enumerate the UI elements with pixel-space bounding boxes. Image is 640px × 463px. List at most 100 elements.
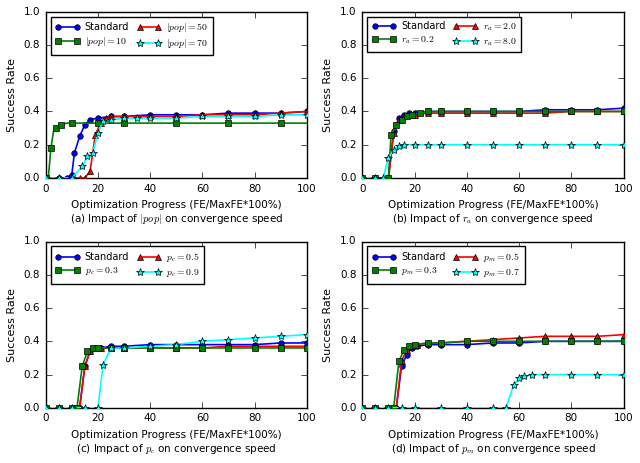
$|\mathit{pop}|=70$	[303, 112, 310, 118]
$p_m=0.3$	[437, 340, 445, 346]
Standard	[147, 342, 154, 347]
$p_c=0.3$	[198, 345, 206, 351]
$r_a=8.0$	[400, 142, 408, 148]
$p_m=0.3$	[620, 338, 627, 344]
$|\mathit{pop}|=50$	[102, 115, 109, 121]
$p_m=0.7$	[397, 405, 405, 411]
X-axis label: Optimization Progress (FE/MaxFE*100%)
(a) Impact of $|\mathit{pop}|$ on converge: Optimization Progress (FE/MaxFE*100%) (a…	[70, 200, 283, 226]
Standard	[120, 344, 128, 349]
$p_m=0.7$	[411, 405, 419, 411]
$p_m=0.7$	[437, 405, 445, 411]
$p_m=0.5$	[515, 335, 523, 341]
$p_c=0.9$	[147, 344, 154, 349]
$p_m=0.7$	[358, 405, 366, 411]
$p_m=0.5$	[392, 405, 400, 411]
Standard	[303, 340, 310, 346]
$|\mathit{pop}|=10$	[81, 120, 89, 126]
$p_m=0.3$	[593, 338, 601, 344]
$p_m=0.3$	[411, 342, 419, 347]
$p_c=0.3$	[277, 345, 285, 351]
$p_m=0.5$	[372, 405, 380, 411]
$p_m=0.7$	[520, 374, 528, 379]
$r_a=2.0$	[395, 117, 403, 123]
$|\mathit{pop}|=10$	[147, 120, 154, 126]
Standard	[372, 175, 380, 181]
$r_a=2.0$	[411, 112, 419, 118]
$p_c=0.9$	[81, 405, 89, 411]
$p_c=0.3$	[94, 345, 102, 351]
$p_m=0.5$	[437, 340, 445, 346]
Standard	[403, 352, 411, 357]
$r_a=0.2$	[437, 109, 445, 114]
$p_m=0.3$	[400, 347, 408, 352]
Standard	[76, 134, 83, 139]
$r_a=8.0$	[593, 142, 601, 148]
$|\mathit{pop}|=10$	[251, 120, 259, 126]
$p_c=0.9$	[198, 338, 206, 344]
Standard	[390, 129, 397, 134]
$r_a=2.0$	[372, 175, 380, 181]
$|\mathit{pop}|=70$	[120, 115, 128, 121]
Line: Standard: Standard	[43, 340, 310, 411]
$|\mathit{pop}|=70$	[42, 175, 49, 181]
$r_a=2.0$	[385, 175, 392, 181]
Standard	[411, 110, 419, 116]
$r_a=0.2$	[416, 110, 424, 116]
$r_a=0.2$	[358, 175, 366, 181]
Standard	[358, 405, 366, 411]
Standard	[515, 109, 523, 114]
$|\mathit{pop}|=70$	[89, 150, 97, 156]
$r_a=8.0$	[620, 142, 627, 148]
$r_a=2.0$	[358, 175, 366, 181]
$p_m=0.3$	[406, 344, 413, 349]
Line: $p_m=0.7$: $p_m=0.7$	[358, 370, 628, 412]
$p_m=0.3$	[358, 405, 366, 411]
$p_m=0.7$	[372, 405, 380, 411]
$|\mathit{pop}|=10$	[172, 120, 180, 126]
$p_m=0.7$	[385, 405, 392, 411]
Standard	[81, 363, 89, 369]
$|\mathit{pop}|=10$	[107, 120, 115, 126]
Line: $r_a=0.2$: $r_a=0.2$	[360, 109, 627, 181]
$|\mathit{pop}|=70$	[147, 115, 154, 121]
$|\mathit{pop}|=10$	[47, 145, 55, 151]
Standard	[120, 114, 128, 119]
$r_a=8.0$	[541, 142, 549, 148]
$p_m=0.5$	[489, 337, 497, 343]
Standard	[55, 405, 63, 411]
Standard	[107, 344, 115, 349]
$p_c=0.9$	[94, 405, 102, 411]
$r_a=8.0$	[395, 144, 403, 149]
$|\mathit{pop}|=50$	[277, 110, 285, 116]
Y-axis label: Success Rate: Success Rate	[323, 58, 333, 132]
Standard	[568, 107, 575, 113]
$p_c=0.9$	[172, 342, 180, 347]
$|\mathit{pop}|=50$	[303, 109, 310, 114]
Standard	[68, 405, 76, 411]
Legend: Standard, $r_a=0.2$, $r_a=2.0$, $r_a=8.0$: Standard, $r_a=0.2$, $r_a=2.0$, $r_a=8.0…	[367, 17, 521, 52]
Standard	[385, 405, 392, 411]
$p_m=0.5$	[413, 342, 421, 347]
$p_c=0.9$	[303, 332, 310, 338]
$r_a=2.0$	[406, 112, 413, 118]
Line: Standard: Standard	[360, 106, 627, 181]
$p_m=0.5$	[541, 333, 549, 339]
$r_a=0.2$	[372, 175, 380, 181]
Standard	[42, 405, 49, 411]
$p_m=0.7$	[502, 405, 510, 411]
$p_m=0.5$	[408, 344, 416, 349]
Standard	[198, 112, 206, 118]
$p_m=0.3$	[424, 340, 431, 346]
Standard	[397, 363, 405, 369]
$r_a=2.0$	[541, 110, 549, 116]
Standard	[541, 107, 549, 113]
$p_c=0.3$	[147, 345, 154, 351]
Standard	[225, 110, 232, 116]
$p_c=0.3$	[68, 405, 76, 411]
Line: $r_a=8.0$: $r_a=8.0$	[358, 141, 628, 182]
Standard	[81, 122, 89, 127]
Legend: Standard, $p_c=0.3$, $p_c=0.5$, $p_c=0.9$: Standard, $p_c=0.3$, $p_c=0.5$, $p_c=0.9…	[51, 246, 204, 284]
$r_a=0.2$	[403, 114, 411, 119]
$r_a=0.2$	[515, 109, 523, 114]
Line: $|\mathit{pop}|=10$: $|\mathit{pop}|=10$	[43, 120, 310, 181]
